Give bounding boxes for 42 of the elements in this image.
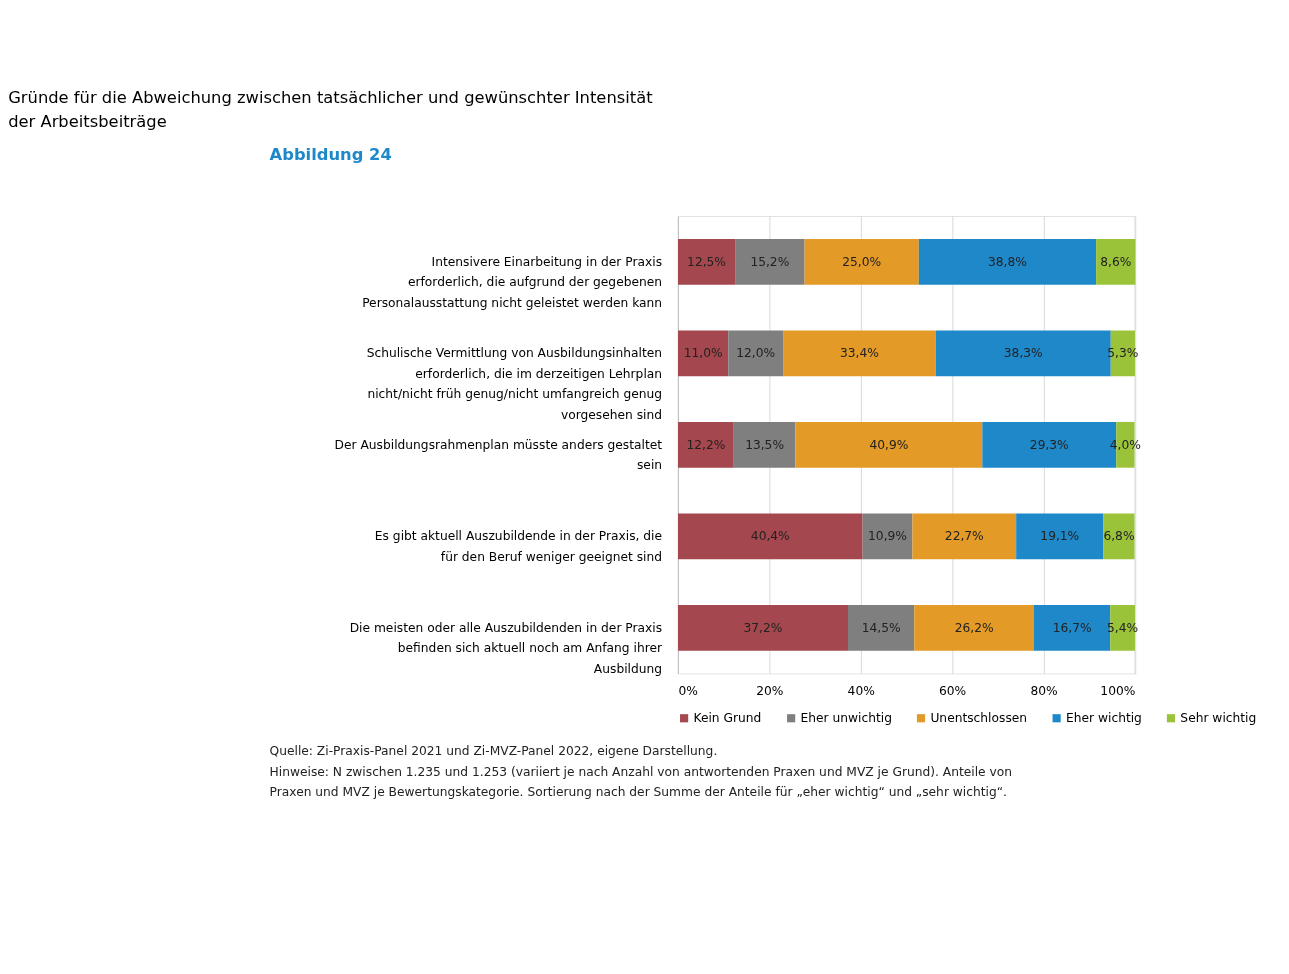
text: Abbildung 24	[269, 144, 392, 164]
text: Hinweise: N zwischen 1.235 und 1.253 (variiert je nach Anzahl von antwortenden Praxen und MVZ je Grund). Anteile von Praxen und MVZ je Bewertungskategorie. Sortierung nach der Summe der Anteile für „eher wichtig“ und „sehr wichtig“.	[269, 764, 1013, 800]
data-label: 16,7%	[1052, 620, 1092, 635]
data-label: 12,0%	[736, 346, 776, 361]
x-tick-label: 80%	[1030, 684, 1058, 699]
data-label: 13,5%	[745, 437, 785, 452]
data-label: 33,4%	[839, 346, 879, 361]
data-label: 40,9%	[869, 437, 909, 452]
legend-label: Eher wichtig	[1066, 711, 1142, 726]
data-label: 10,9%	[868, 529, 907, 544]
data-label: 12,5%	[687, 254, 727, 269]
legend-label: Sehr wichtig	[1180, 711, 1257, 726]
data-label: 29,3%	[1029, 437, 1069, 452]
x-tick-label: 100%	[1100, 684, 1136, 699]
data-label: 12,2%	[686, 437, 726, 452]
data-label: 26,2%	[954, 620, 994, 635]
data-label: 15,2%	[750, 254, 790, 269]
data-label: 40,4%	[750, 529, 790, 544]
x-tick-label: 0%	[678, 684, 698, 699]
data-label: 6,8%	[1103, 529, 1135, 544]
data-label: 14,5%	[861, 620, 901, 635]
data-label: 22,7%	[944, 529, 984, 544]
x-tick-label: 40%	[847, 684, 875, 699]
x-tick-label: 20%	[756, 684, 784, 699]
data-label: 8,6%	[1100, 254, 1132, 269]
text: Gründe für die Abweichung zwischen tatsächlicher und gewünschter Intensität der Arbeitsbeiträge	[8, 87, 654, 132]
x-tick-label: 60%	[938, 684, 967, 699]
legend-label: Eher unwichtig	[800, 711, 892, 726]
data-label: 19,1%	[1040, 529, 1080, 544]
y-tick-label: Es gibt aktuell Auszubildende in der Praxis, die für den Beruf weniger geeignet sind	[374, 529, 663, 564]
data-label: 38,3%	[1003, 346, 1043, 361]
data-label: 11,0%	[683, 346, 723, 361]
y-tick-label: Schulische Vermittlung von Ausbildungsinhalten erforderlich, die im derzeitigen Lehrplan nicht/nicht früh genug/nicht umfangreich genug vorgesehen sind	[366, 346, 663, 422]
data-label: 38,8%	[988, 254, 1027, 269]
legend-label: Kein Grund	[693, 711, 762, 726]
data-label: 37,2%	[743, 620, 783, 635]
data-label: 25,0%	[842, 254, 882, 269]
y-tick-label: Die meisten oder alle Auszubildenden in der Praxis befinden sich aktuell noch am Anfang ihrer Ausbildung	[349, 620, 664, 676]
source-note: Quelle: Zi-Praxis-Panel 2021 und Zi-MVZ-Panel 2022, eigene Darstellung.	[269, 744, 718, 759]
y-tick-label: Der Ausbildungsrahmenplan müsste anders gestaltet sein	[334, 437, 663, 473]
y-tick-label: Intensivere Einarbeitung in der Praxis erforderlich, die aufgrund der gegebenen Personalausstattung nicht geleistet werden kann	[362, 254, 663, 310]
legend-label: Unentschlossen	[930, 711, 1028, 726]
